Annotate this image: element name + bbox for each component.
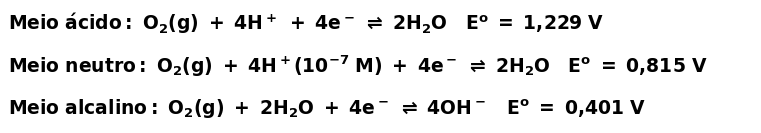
Text: $\mathbf{Meio\ neutro:\ O_2(g)\ +\ 4H^+(10^{-7}\ M)\ +\ 4e^-\ \rightleftharpoons: $\mathbf{Meio\ neutro:\ O_2(g)\ +\ 4H^+(…	[8, 54, 707, 79]
Text: $\mathbf{Meio\ alcalino:\ O_2(g)\ +\ 2H_2O\ +\ 4e^-\ \rightleftharpoons\ 4OH^-\q: $\mathbf{Meio\ alcalino:\ O_2(g)\ +\ 2H_…	[8, 97, 645, 121]
Text: $\mathbf{Meio\ \acute{a}cido:\ O_2(g)\ +\ 4H^+\ +\ 4e^-\ \rightleftharpoons\ 2H_: $\mathbf{Meio\ \acute{a}cido:\ O_2(g)\ +…	[8, 12, 603, 36]
